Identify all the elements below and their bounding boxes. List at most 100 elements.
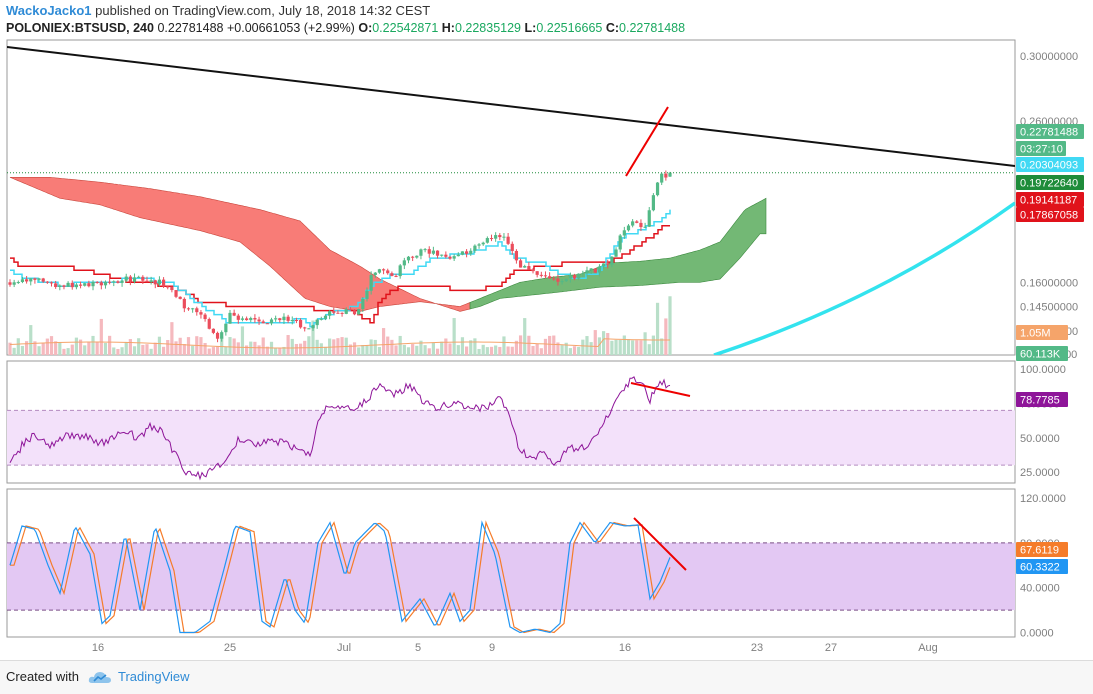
volume-bar	[568, 348, 572, 355]
volume-bar	[161, 346, 166, 355]
volume-bar	[182, 343, 186, 355]
volume-bar	[548, 335, 552, 355]
candle-body	[502, 236, 506, 238]
volume-bar	[606, 332, 610, 355]
price-label-6: 0.17867058	[1016, 207, 1084, 222]
volume-bar	[178, 337, 182, 355]
stochastic-pane[interactable]	[7, 517, 1015, 634]
candle-body	[618, 235, 622, 250]
volume-bar	[543, 338, 548, 355]
volume-bar	[70, 344, 74, 355]
candle-body	[62, 285, 66, 287]
rsi-pane[interactable]	[7, 376, 1015, 481]
candle-body	[274, 318, 278, 320]
price-label-2-text: 03:27:10	[1020, 144, 1063, 156]
volume-bar	[99, 318, 103, 355]
volume-bar	[589, 342, 593, 355]
candle-body	[560, 281, 564, 283]
symbol-label[interactable]: POLONIEX:BTSUSD, 240	[6, 21, 154, 35]
candle-body	[132, 277, 137, 282]
candle-body	[481, 242, 485, 245]
volume-bar	[581, 339, 585, 355]
trendline[interactable]	[7, 46, 1015, 167]
annotation-line-stochastic[interactable]	[633, 517, 687, 571]
volume-bar	[415, 345, 419, 355]
candle-body	[460, 251, 465, 255]
stochastic-k-line	[9, 520, 671, 634]
candle-body	[398, 265, 402, 277]
candle-body	[149, 280, 153, 282]
candle-body	[647, 210, 651, 227]
open-label: O:	[358, 21, 373, 35]
candle-body	[381, 269, 386, 271]
volume-bar	[352, 342, 357, 355]
volume-bar	[170, 322, 174, 355]
price-pane[interactable]	[7, 46, 1015, 355]
volume-bar	[631, 340, 635, 355]
candle-body	[25, 279, 29, 282]
candle-body	[249, 318, 253, 321]
candle-body	[170, 286, 174, 291]
volume-bar	[411, 344, 415, 355]
volume-bar	[108, 335, 112, 355]
volume-bar	[33, 341, 37, 355]
price-label-3: 0.20304093	[1016, 157, 1084, 172]
candle-body	[45, 281, 49, 283]
last-price: 0.22781488	[157, 21, 224, 35]
volume-bar	[311, 320, 315, 355]
volume-ma-line	[9, 338, 670, 349]
candle-body	[215, 332, 220, 339]
volume-bar	[481, 344, 485, 355]
chart-svg[interactable]: 0.300000000.260000000.160000000.14500000…	[0, 0, 1093, 660]
candle-body	[352, 310, 357, 315]
candle-body	[614, 249, 618, 257]
volume-label-2-text: 60.113K	[1020, 349, 1061, 361]
time-axis-tick: 16	[92, 642, 104, 654]
volume-bar	[228, 337, 232, 355]
rsi-axis-tick: 100.0000	[1020, 364, 1066, 376]
annotation-line-price[interactable]	[625, 106, 669, 177]
candle-body	[282, 316, 286, 321]
author-name[interactable]: WackoJacko1	[6, 3, 92, 18]
parabolic-curve[interactable]	[713, 201, 1015, 355]
candle-body	[336, 312, 340, 314]
candle-body	[444, 254, 448, 257]
candle-body	[340, 312, 344, 314]
candle-body	[365, 290, 369, 299]
candle-body	[589, 268, 593, 271]
price-axis-tick: 0.14500000	[1020, 302, 1078, 314]
ohlc-legend: POLONIEX:BTSUSD, 240 0.22781488 +0.00661…	[6, 21, 685, 35]
candle-body	[58, 285, 62, 287]
candle-body	[485, 238, 489, 243]
candle-body	[631, 221, 635, 226]
stochastic-value-label-1-text: 67.6119	[1020, 545, 1059, 557]
price-label-6-text: 0.17867058	[1020, 210, 1078, 222]
volume-bar	[207, 348, 211, 355]
volume-bar	[597, 337, 602, 355]
candle-body	[406, 256, 411, 261]
annotation-line-rsi[interactable]	[630, 382, 691, 397]
volume-bar	[128, 339, 132, 355]
candle-body	[232, 312, 236, 316]
stochastic-value-label-2-text: 60.3322	[1020, 562, 1060, 574]
volume-label-2: 60.113K	[1016, 346, 1068, 361]
candle-body	[87, 283, 91, 287]
candle-body	[639, 222, 643, 228]
candle-body	[186, 308, 191, 310]
volume-bar	[601, 331, 606, 355]
tradingview-cloud-icon[interactable]	[88, 669, 112, 685]
candle-body	[211, 328, 215, 333]
volume-bar	[498, 346, 502, 355]
stochastic-d-line	[10, 520, 671, 634]
candle-body	[606, 263, 610, 265]
tradingview-link[interactable]: TradingView	[118, 669, 190, 684]
candle-body	[99, 282, 103, 286]
volume-bar	[423, 345, 427, 355]
volume-bar	[58, 342, 62, 355]
volume-bar	[560, 345, 564, 355]
candle-body	[161, 279, 166, 287]
volume-bar	[373, 339, 377, 355]
candle-body	[137, 276, 141, 278]
volume-bar	[552, 335, 556, 355]
candle-body	[124, 276, 128, 281]
